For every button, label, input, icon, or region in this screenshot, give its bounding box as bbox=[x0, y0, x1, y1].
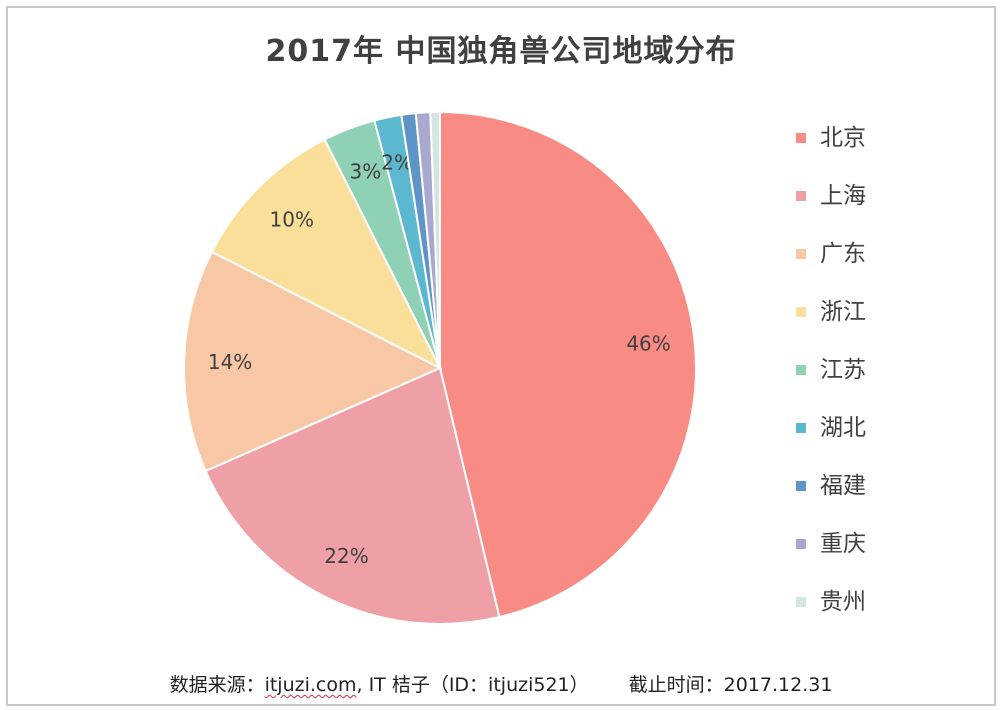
pie-slice-2 bbox=[204, 366, 501, 625]
legend-item-7: 福建 bbox=[796, 468, 866, 526]
legend-label: 浙江 bbox=[820, 299, 866, 325]
legend-label: 贵州 bbox=[820, 589, 866, 615]
legend-swatch bbox=[796, 481, 806, 491]
legend-swatch bbox=[796, 539, 806, 549]
legend-item-3: 广东 bbox=[796, 236, 866, 294]
legend-swatch bbox=[796, 365, 806, 375]
chart-title: 2017年 中国独角兽公司地域分布 bbox=[265, 34, 737, 69]
legend-item-2: 上海 bbox=[796, 178, 866, 236]
legend-label: 湖北 bbox=[820, 415, 866, 441]
legend-swatch bbox=[796, 307, 806, 317]
legend-item-8: 重庆 bbox=[796, 526, 866, 584]
data-label-4: 10% bbox=[270, 207, 314, 231]
pie-slice-4 bbox=[210, 138, 443, 371]
data-label-1: 46% bbox=[626, 331, 670, 355]
legend-item-5: 江苏 bbox=[796, 352, 866, 410]
data-label-2: 22% bbox=[324, 544, 368, 568]
chart-frame: 2017年 中国独角兽公司地域分布 46% 22% 14% 10% 3% 2% 北京 上海广… bbox=[6, 6, 996, 706]
source-site: itjuzi.com bbox=[264, 674, 357, 696]
source-prefix: 数据来源： bbox=[169, 674, 265, 696]
pie-chart: 46%22%14%10%3% 2% bbox=[183, 110, 697, 625]
legend-label: 北京 bbox=[820, 125, 866, 151]
legend: 北京上海广东浙江江苏湖北福建重庆贵州 bbox=[796, 120, 866, 642]
legend-label: 广东 bbox=[820, 241, 866, 267]
legend-label: 福建 bbox=[820, 473, 866, 499]
source-rest: , IT 桔子（ID：itjuzi521） bbox=[356, 674, 589, 696]
legend-swatch bbox=[796, 249, 806, 259]
legend-swatch bbox=[796, 597, 806, 607]
legend-label: 上海 bbox=[820, 183, 866, 209]
legend-label: 重庆 bbox=[820, 531, 866, 557]
data-label-3: 14% bbox=[208, 350, 252, 374]
legend-swatch bbox=[796, 133, 806, 143]
legend-label: 江苏 bbox=[820, 357, 866, 383]
pie-slice-3 bbox=[183, 250, 443, 473]
pie-slice-1 bbox=[439, 110, 697, 619]
pie-slice-9 bbox=[429, 110, 441, 369]
footer-source: 数据来源：itjuzi.com, IT 桔子（ID：itjuzi521） 截止时间… bbox=[8, 670, 994, 697]
legend-item-4: 浙江 bbox=[796, 294, 866, 352]
cutoff-date: 截止时间：2017.12.31 bbox=[628, 674, 833, 696]
legend-swatch bbox=[796, 191, 806, 201]
legend-item-9: 贵州 bbox=[796, 584, 866, 642]
legend-item-1: 北京 bbox=[796, 120, 866, 178]
data-label-5: 3% bbox=[349, 160, 381, 184]
legend-item-6: 湖北 bbox=[796, 410, 866, 468]
legend-swatch bbox=[796, 423, 806, 433]
